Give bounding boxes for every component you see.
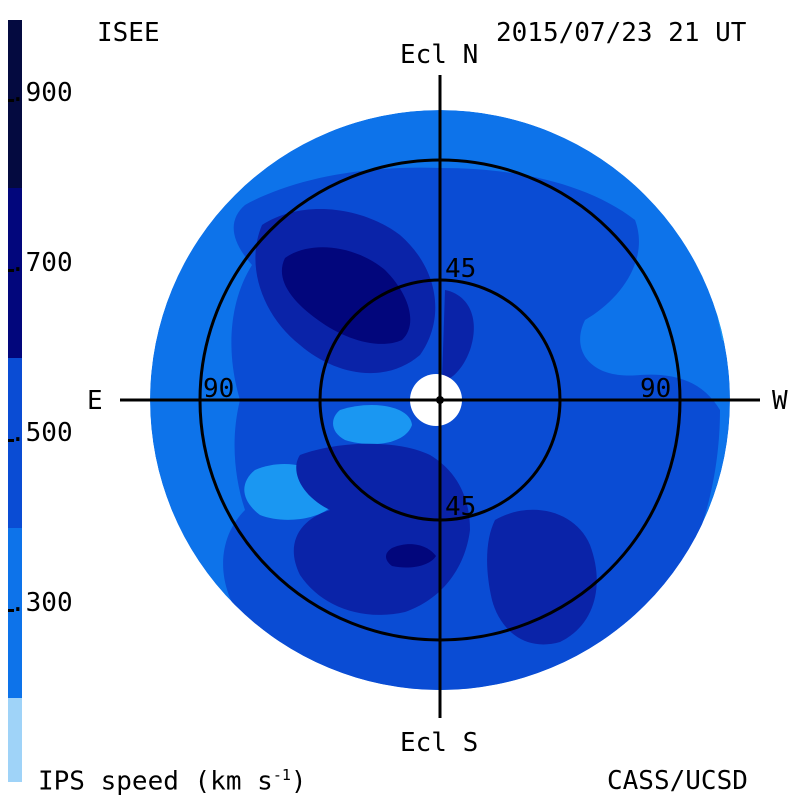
- scale-band-1: [8, 20, 22, 188]
- speed-unit-close: ): [290, 766, 307, 797]
- ecliptic-north-label: Ecl N: [400, 40, 479, 70]
- scale-band-4: [8, 528, 22, 698]
- scale-tick-label-900: .900: [10, 78, 73, 108]
- scale-band-5: [8, 698, 22, 782]
- speed-unit-exponent: -1: [272, 766, 291, 784]
- scale-tick-900: [8, 99, 14, 102]
- credit-label: CASS/UCSD: [607, 766, 748, 796]
- fast-region-southwest: [487, 509, 597, 645]
- scale-tick-700: [8, 269, 14, 272]
- institution-label: ISEE: [97, 18, 160, 48]
- timestamp-label: 2015/07/23 21 UT: [496, 18, 747, 48]
- scale-tick-label-300: .300: [10, 588, 73, 618]
- outer-ring-label-left: 90: [203, 374, 235, 404]
- ecliptic-south-label: Ecl S: [400, 728, 479, 758]
- scale-tick-label-500: .500: [10, 418, 73, 448]
- fast-region-north: [442, 290, 474, 381]
- scale-band-2: [8, 188, 22, 358]
- slow-region-east: [333, 405, 412, 445]
- speed-unit-label: IPS speed (km s-1): [38, 768, 307, 795]
- speed-unit-text: IPS speed (km s: [38, 766, 273, 797]
- inner-ring-label-top: 45: [445, 254, 477, 284]
- scale-tick-500: [8, 439, 14, 442]
- grid-lines: [120, 75, 760, 718]
- fastest-region-south: [386, 544, 436, 568]
- outer-ring-label-right: 90: [640, 374, 672, 404]
- fast-region-south: [293, 443, 470, 615]
- west-label: W: [772, 386, 788, 416]
- scale-tick-300: [8, 609, 14, 612]
- scale-tick-label-700: .700: [10, 248, 73, 278]
- inner-ring-label-bottom: 45: [445, 492, 477, 522]
- east-label: E: [87, 386, 103, 416]
- fastest-region-northeast: [281, 247, 411, 344]
- scale-band-3: [8, 358, 22, 528]
